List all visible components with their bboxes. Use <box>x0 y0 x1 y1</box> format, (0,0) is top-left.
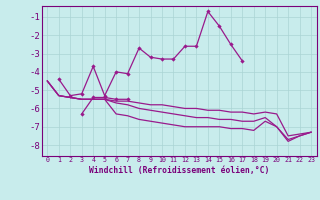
X-axis label: Windchill (Refroidissement éolien,°C): Windchill (Refroidissement éolien,°C) <box>89 166 269 175</box>
